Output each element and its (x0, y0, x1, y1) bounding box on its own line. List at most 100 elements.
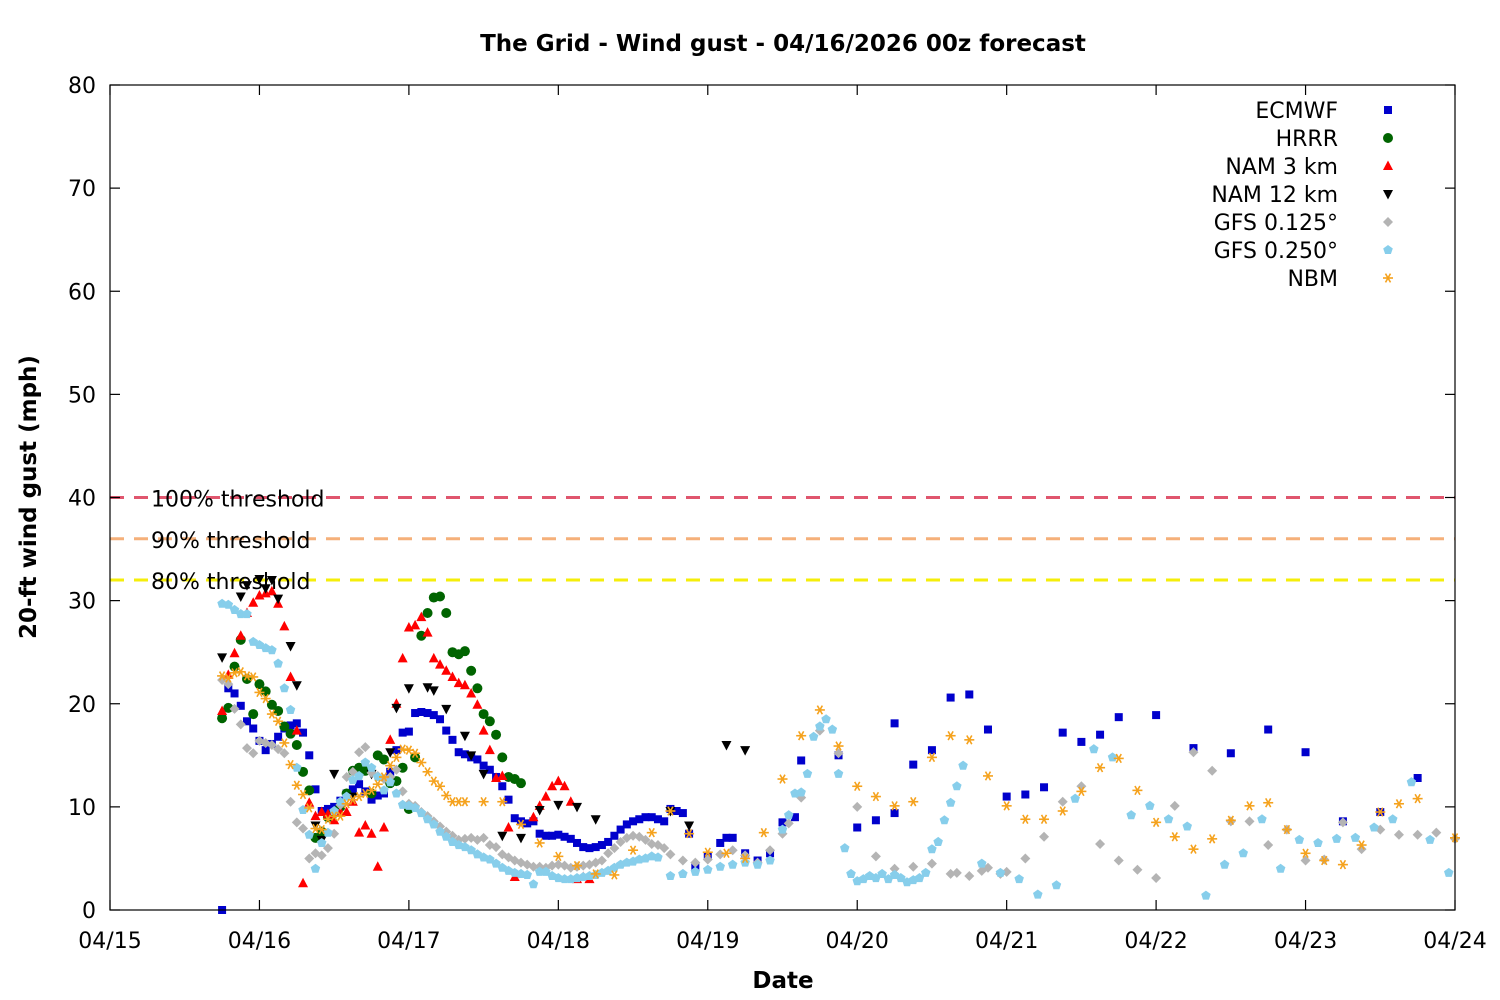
data-point (422, 608, 433, 618)
data-point (1095, 762, 1106, 773)
data-point (223, 599, 234, 609)
x-tick-label: 04/19 (676, 929, 739, 954)
data-point (1431, 827, 1442, 838)
data-point (802, 768, 813, 778)
series-nbm (217, 667, 1460, 880)
data-point (1226, 749, 1235, 758)
data-point (279, 748, 290, 759)
data-point (386, 767, 395, 776)
data-point (591, 843, 600, 852)
data-point (291, 681, 302, 691)
data-point (285, 704, 296, 714)
data-point (285, 759, 296, 770)
data-point (926, 752, 937, 763)
data-point (466, 687, 477, 698)
data-point (360, 757, 371, 767)
data-point (478, 832, 489, 843)
data-point (366, 785, 377, 796)
data-point (952, 781, 962, 791)
x-tick-label: 04/23 (1274, 929, 1337, 954)
data-point (740, 746, 751, 756)
data-point (1393, 799, 1404, 809)
data-point (796, 787, 806, 797)
data-point (254, 687, 265, 698)
data-point (1182, 821, 1192, 831)
data-point (727, 859, 738, 869)
data-point (982, 771, 993, 781)
data-point (285, 796, 296, 807)
x-tick-label: 04/17 (377, 929, 440, 954)
data-point (908, 796, 919, 807)
data-point (758, 827, 769, 838)
data-point (1300, 855, 1311, 866)
data-point (261, 746, 270, 755)
data-point (1014, 874, 1024, 884)
data-point (510, 814, 519, 823)
data-point (516, 817, 525, 826)
data-point (291, 817, 302, 828)
legend-label: NAM 3 km (1225, 155, 1338, 180)
data-point (348, 785, 357, 794)
data-point (217, 705, 228, 715)
data-point (1002, 792, 1011, 801)
data-point (939, 815, 950, 825)
threshold-label-1: 90% threshold (151, 529, 311, 554)
data-point (236, 609, 246, 619)
data-point (254, 679, 265, 690)
data-point (304, 853, 315, 864)
data-point (484, 744, 495, 755)
y-tick-label: 10 (68, 796, 96, 821)
data-point (310, 823, 321, 834)
data-point (416, 757, 427, 768)
data-point (927, 844, 937, 854)
legend-marker (1383, 245, 1393, 254)
data-point (367, 795, 376, 804)
data-point (815, 721, 825, 731)
data-point (890, 809, 899, 818)
data-point (322, 843, 333, 854)
data-point (329, 814, 340, 825)
legend-label: HRRR (1276, 127, 1338, 152)
data-point (378, 772, 389, 782)
series-hrrr (217, 591, 526, 843)
data-point (783, 818, 794, 829)
data-point (615, 836, 626, 847)
data-point (1169, 800, 1180, 811)
data-point (249, 724, 258, 733)
data-point (478, 796, 489, 807)
data-point (547, 780, 558, 791)
data-point (273, 594, 284, 605)
data-point (1076, 781, 1087, 792)
data-point (1089, 744, 1099, 754)
data-point (354, 770, 364, 780)
data-point (435, 659, 446, 669)
data-point (241, 743, 252, 754)
data-point (279, 620, 290, 631)
data-point (553, 775, 564, 786)
data-point (285, 671, 296, 681)
data-point (341, 799, 352, 809)
data-point (361, 787, 370, 796)
data-point (310, 821, 321, 831)
data-point (796, 730, 807, 741)
data-point (292, 719, 301, 728)
data-point (410, 619, 421, 630)
data-point (852, 781, 863, 791)
data-point (441, 665, 452, 675)
data-point (977, 858, 987, 868)
data-point (585, 844, 594, 853)
data-point (441, 704, 452, 715)
data-point (454, 748, 463, 757)
data-point (790, 813, 799, 822)
data-point (777, 774, 788, 784)
legend-label: GFS 0.250° (1214, 239, 1338, 264)
y-tick-label: 70 (68, 177, 96, 202)
data-point (640, 834, 651, 845)
data-point (478, 769, 489, 780)
data-point (485, 765, 494, 774)
data-point (266, 585, 277, 596)
x-tick-label: 04/18 (527, 929, 590, 954)
data-point (241, 581, 252, 591)
data-point (528, 879, 539, 889)
